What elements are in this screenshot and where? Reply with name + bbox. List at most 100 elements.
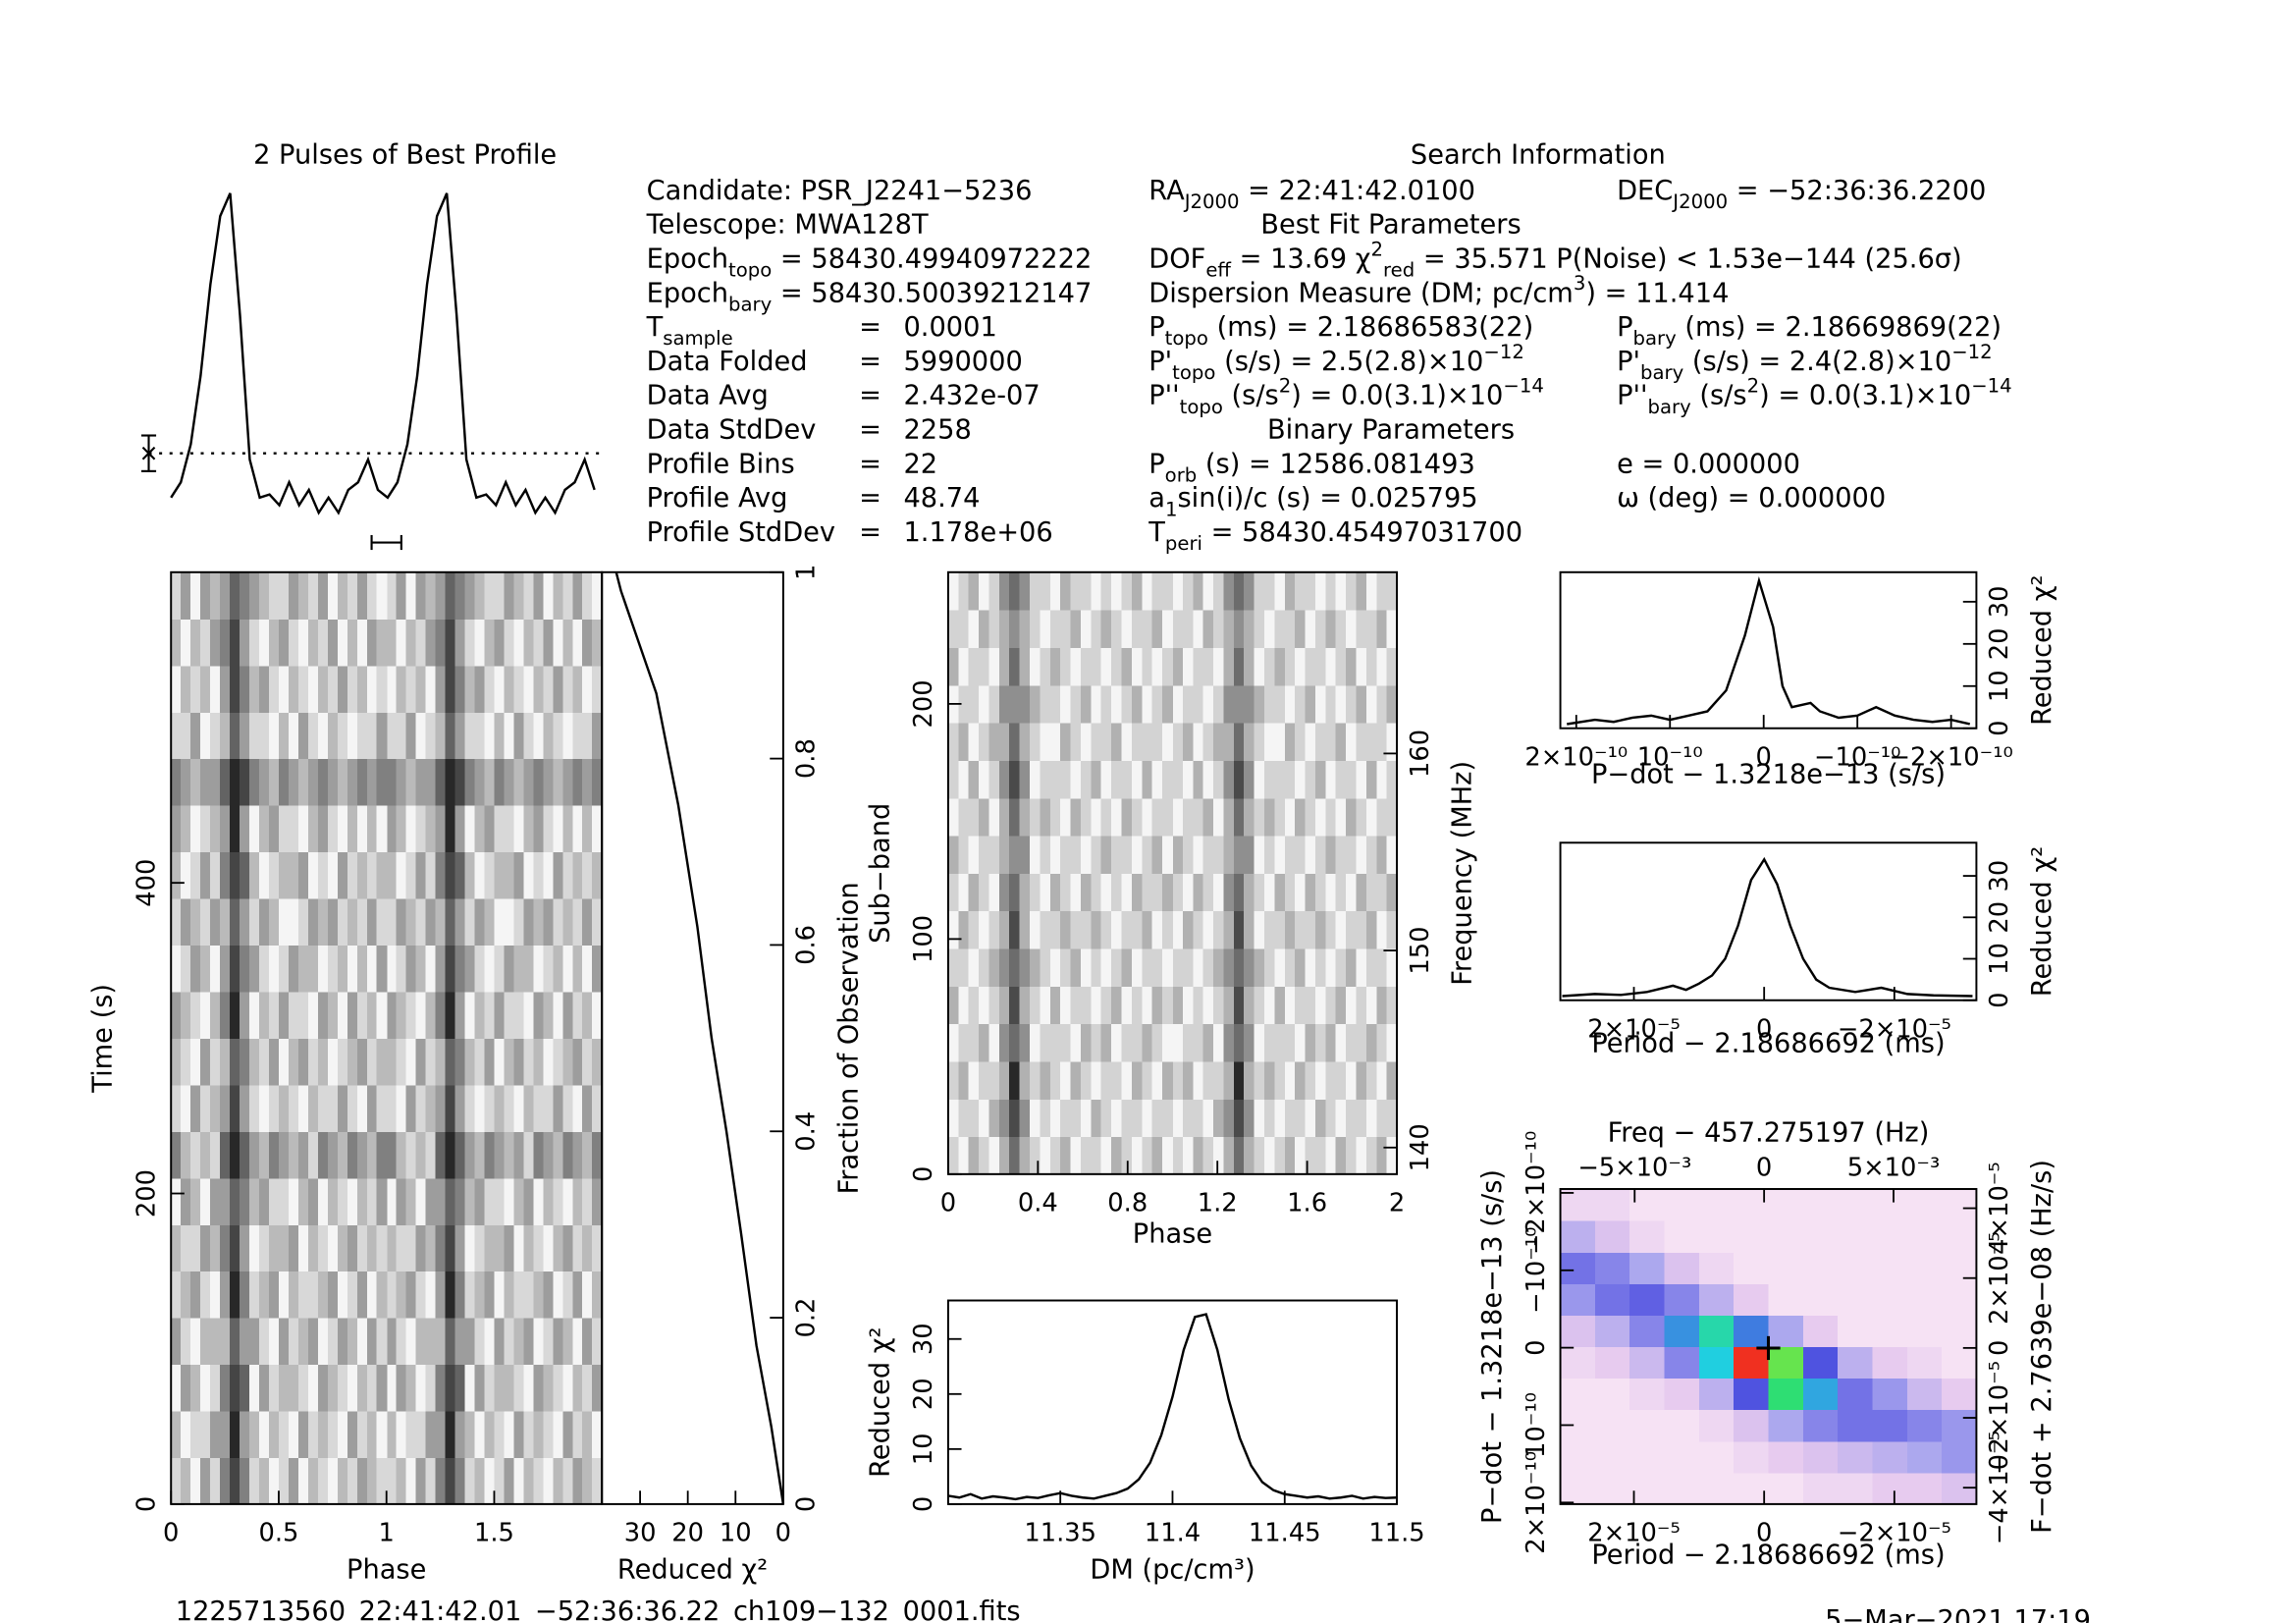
heatmap-cell bbox=[1664, 1283, 1700, 1316]
heatmap-cell bbox=[474, 1038, 486, 1086]
heatmap-cell bbox=[464, 897, 476, 947]
tick-label: 20 bbox=[1985, 901, 2014, 934]
heatmap-cell bbox=[1040, 1023, 1051, 1062]
heatmap-cell bbox=[1121, 571, 1133, 611]
heatmap-cell bbox=[454, 851, 466, 899]
heatmap-cell bbox=[181, 665, 191, 713]
tick-label: 160 bbox=[1406, 730, 1435, 778]
heatmap-cell bbox=[979, 873, 990, 912]
heatmap-cell bbox=[435, 805, 447, 853]
info-text: Binary Parameters bbox=[1267, 415, 1515, 446]
heatmap-cell bbox=[1091, 1060, 1102, 1100]
heatmap-cell bbox=[1376, 873, 1388, 912]
heatmap-cell bbox=[1233, 1060, 1245, 1100]
heatmap-cell bbox=[1060, 1099, 1072, 1138]
heatmap-cell bbox=[562, 758, 573, 806]
heatmap-cell bbox=[998, 1136, 1010, 1175]
tick-label: 20 bbox=[909, 1378, 938, 1410]
heatmap-cell bbox=[474, 571, 486, 620]
heatmap-cell bbox=[1162, 873, 1174, 912]
heatmap-cell bbox=[171, 619, 182, 667]
heatmap-cell bbox=[474, 1131, 486, 1179]
heatmap-cell bbox=[1060, 647, 1072, 686]
heatmap-cell bbox=[454, 991, 466, 1039]
heatmap-cell bbox=[1335, 684, 1347, 724]
heatmap-cell bbox=[259, 805, 270, 853]
heatmap-cell bbox=[1213, 947, 1225, 987]
heatmap-cell bbox=[1040, 986, 1051, 1025]
heatmap-cell bbox=[1019, 723, 1031, 761]
info-segment: P'' bbox=[1617, 381, 1647, 411]
heatmap-cell bbox=[1314, 723, 1326, 761]
info-text: Data Folded bbox=[647, 347, 808, 377]
heatmap-cell bbox=[582, 805, 593, 853]
heatmap-cell bbox=[220, 1224, 231, 1272]
heatmap-cell bbox=[386, 571, 398, 620]
heatmap-cell bbox=[484, 619, 496, 667]
heatmap-cell bbox=[562, 991, 573, 1039]
info-segment: = bbox=[859, 449, 881, 479]
heatmap-cell bbox=[454, 665, 466, 713]
heatmap-cell bbox=[386, 991, 398, 1039]
heatmap-cell bbox=[1223, 910, 1235, 949]
heatmap-cell bbox=[1263, 723, 1275, 761]
info-segment: = bbox=[859, 381, 881, 411]
heatmap-cell bbox=[484, 851, 496, 899]
heatmap-cell bbox=[592, 1318, 603, 1366]
heatmap-cell bbox=[1131, 986, 1143, 1025]
info-text: Ptopo (ms) = 2.18686583(22) bbox=[1148, 312, 1533, 350]
heatmap-cell bbox=[504, 1364, 515, 1412]
heatmap-cell bbox=[1060, 610, 1072, 649]
heatmap-cell bbox=[947, 836, 959, 874]
heatmap-cell bbox=[396, 851, 407, 899]
heatmap-cell bbox=[1019, 1136, 1031, 1175]
tick-label: 2×10⁻⁵ bbox=[1985, 1231, 2014, 1325]
heatmap-cell bbox=[190, 1410, 201, 1459]
heatmap-cell bbox=[1060, 571, 1072, 611]
heatmap-cell bbox=[396, 1457, 407, 1505]
heatmap-cell bbox=[484, 1177, 496, 1225]
heatmap-cell bbox=[592, 1038, 603, 1086]
heatmap-cell bbox=[366, 1271, 378, 1319]
heatmap-cell bbox=[220, 571, 231, 620]
heatmap-cell bbox=[474, 758, 486, 806]
heatmap-cell bbox=[1223, 723, 1235, 761]
tick-label: 1 bbox=[379, 1519, 395, 1548]
tick-label: 2×10⁻⁵ bbox=[1587, 1015, 1681, 1045]
heatmap-cell bbox=[337, 991, 348, 1039]
heatmap-cell bbox=[1080, 723, 1092, 761]
heatmap-cell bbox=[1193, 947, 1204, 987]
heatmap-cell bbox=[190, 712, 201, 760]
heatmap-cell bbox=[1151, 1136, 1163, 1175]
heatmap-cell bbox=[396, 945, 407, 993]
heatmap-cell bbox=[988, 647, 1000, 686]
info-text: P'bary (s/s) = 2.4(2.8)×10−12 bbox=[1617, 341, 1993, 384]
heatmap-cell bbox=[1386, 986, 1398, 1025]
heatmap-cell bbox=[1172, 1060, 1184, 1100]
heatmap-cell bbox=[268, 619, 280, 667]
heatmap-cell bbox=[513, 851, 524, 899]
heatmap-cell bbox=[1305, 1099, 1316, 1138]
heatmap-cell bbox=[494, 1038, 506, 1086]
heatmap-cell bbox=[1182, 610, 1194, 649]
heatmap-cell bbox=[454, 1271, 466, 1319]
heatmap-cell bbox=[513, 945, 524, 993]
heatmap-cell bbox=[1070, 1099, 1082, 1138]
heatmap-cell bbox=[405, 1177, 417, 1225]
heatmap-cell bbox=[1223, 1136, 1235, 1175]
heatmap-cell bbox=[307, 1364, 319, 1412]
info-text: Data StdDev bbox=[647, 415, 817, 446]
heatmap-cell bbox=[1698, 1472, 1735, 1505]
heatmap-cell bbox=[1060, 986, 1072, 1025]
axis-label: Reduced χ² bbox=[2027, 846, 2057, 997]
heatmap-cell bbox=[268, 1131, 280, 1179]
heatmap-cell bbox=[1111, 647, 1123, 686]
heatmap-cell bbox=[200, 945, 211, 993]
heatmap-cell bbox=[1254, 684, 1265, 724]
heatmap-cell bbox=[572, 1457, 583, 1505]
axis-label: F−dot + 2.7639e−08 (Hz/s) bbox=[2027, 1160, 2057, 1534]
heatmap-cell bbox=[1346, 1099, 1358, 1138]
heatmap-cell bbox=[947, 873, 959, 912]
heatmap-cell bbox=[464, 712, 476, 760]
heatmap-cell bbox=[249, 1318, 260, 1366]
